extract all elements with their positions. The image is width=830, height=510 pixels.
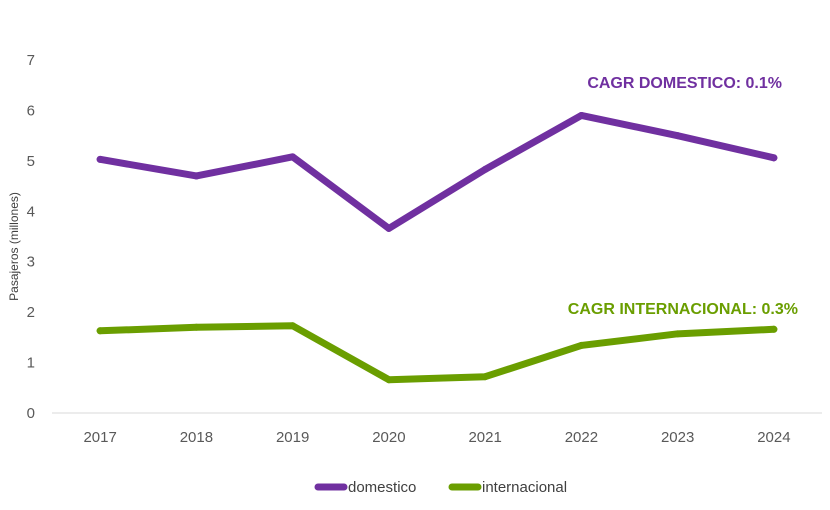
data-point-domestico	[674, 132, 682, 140]
x-tick-label: 2024	[757, 429, 790, 446]
y-tick-label: 2	[27, 304, 35, 321]
data-point-internacional	[385, 376, 393, 384]
data-point-domestico	[192, 172, 200, 180]
y-tick-label: 6	[27, 102, 35, 119]
y-tick-label: 5	[27, 153, 35, 170]
series-line-domestico	[96, 111, 778, 232]
x-tick-label: 2018	[180, 429, 213, 446]
y-axis-title: Pasajeros (millones)	[7, 192, 21, 301]
data-point-internacional	[770, 325, 778, 333]
data-point-domestico	[481, 165, 489, 173]
x-tick-label: 2019	[276, 429, 309, 446]
y-tick-label: 0	[27, 405, 35, 422]
data-point-internacional	[96, 327, 104, 335]
series-line-internacional	[96, 322, 778, 384]
x-tick-label: 2023	[661, 429, 694, 446]
y-tick-label: 3	[27, 254, 35, 271]
y-tick-label: 7	[27, 52, 35, 69]
data-point-domestico	[385, 224, 393, 232]
data-point-internacional	[674, 330, 682, 338]
legend-label-domestico: domestico	[348, 479, 416, 496]
data-point-domestico	[289, 153, 297, 161]
x-tick-label: 2017	[83, 429, 116, 446]
x-tick-label: 2021	[468, 429, 501, 446]
annotation-cagr-domestico: CAGR DOMESTICO: 0.1%	[587, 75, 782, 92]
data-point-domestico	[96, 155, 104, 163]
legend-label-internacional: internacional	[482, 479, 567, 496]
y-tick-label: 1	[27, 355, 35, 372]
y-tick-label: 4	[27, 203, 35, 220]
data-point-domestico	[770, 154, 778, 162]
y-axis-ticks: 0 1 2 3 4 5 6 7	[27, 52, 35, 422]
data-point-internacional	[289, 322, 297, 330]
x-tick-label: 2022	[565, 429, 598, 446]
data-point-internacional	[577, 341, 585, 349]
data-point-internacional	[192, 323, 200, 331]
series-lines	[96, 111, 778, 384]
x-tick-label: 2020	[372, 429, 405, 446]
annotation-cagr-internacional: CAGR INTERNACIONAL: 0.3%	[568, 301, 798, 318]
data-point-domestico	[577, 111, 585, 119]
legend: domestico internacional	[314, 479, 567, 496]
data-point-internacional	[481, 373, 489, 381]
x-axis-ticks: 2017 2018 2019 2020 2021 2022 2023 2024	[83, 429, 790, 446]
